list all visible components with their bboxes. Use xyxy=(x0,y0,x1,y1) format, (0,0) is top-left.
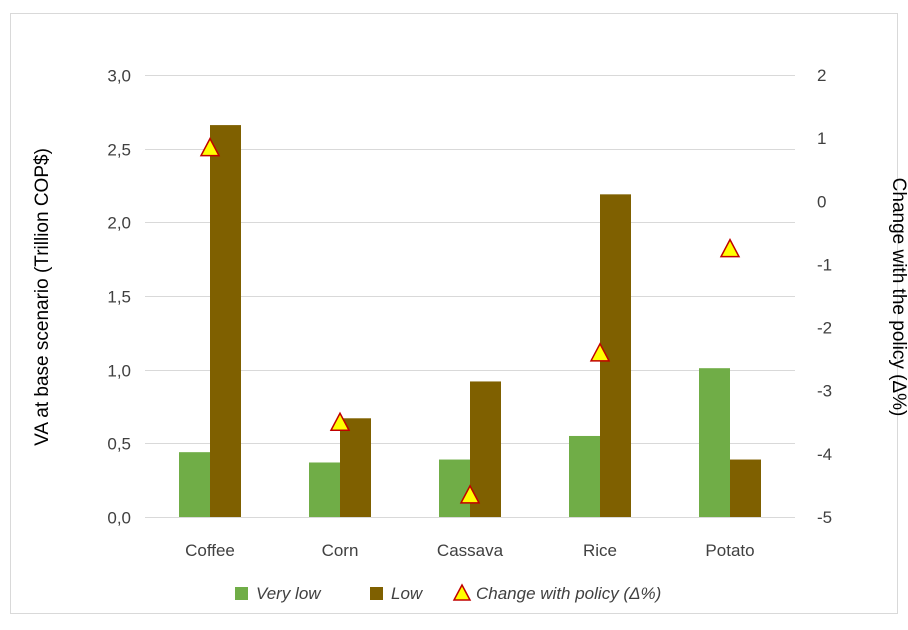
markers xyxy=(199,137,741,504)
y-axis-right-title: Change with the policy (Δ%) xyxy=(888,178,908,417)
y-tick-label-right: -1 xyxy=(817,255,832,274)
legend-marker-triangle xyxy=(452,583,472,601)
y-tick-label-right: 1 xyxy=(817,129,826,148)
y-tick-label-right: 0 xyxy=(817,192,826,211)
gridlines xyxy=(145,75,795,518)
y-axis-left-title: VA at base scenario (Trillion COP$) xyxy=(32,148,53,446)
y-axis-right-ticks: -5 -4 -3 -2 -1 0 1 2 xyxy=(817,66,832,527)
marker-change-coffee xyxy=(199,137,221,157)
x-axis-labels: Coffee Corn Cassava Rice Potato xyxy=(185,541,754,560)
y-tick-label-right: -3 xyxy=(817,382,832,401)
y-tick-label-left: 2,5 xyxy=(107,141,131,160)
y-tick-label-right: -5 xyxy=(817,508,832,527)
x-tick-label: Corn xyxy=(322,541,359,560)
legend-label: Very low xyxy=(256,584,322,603)
y-tick-label-left: 3,0 xyxy=(107,67,131,86)
bar-low-potato xyxy=(730,459,761,517)
y-tick-label-left: 1,0 xyxy=(107,362,131,381)
y-axis-left-ticks: 0,0 0,5 1,0 1,5 2,0 2,5 3,0 xyxy=(107,67,131,528)
bar-very-low-corn xyxy=(309,462,340,517)
bar-very-low-cassava xyxy=(439,459,470,517)
x-tick-label: Cassava xyxy=(437,541,504,560)
chart-border xyxy=(10,13,898,614)
marker-change-cassava xyxy=(459,484,481,504)
marker-change-potato xyxy=(719,238,741,258)
y-tick-label-right: -4 xyxy=(817,445,832,464)
legend-label: Change with policy (Δ%) xyxy=(476,584,661,603)
y-tick-label-left: 0,0 xyxy=(107,509,131,528)
x-tick-label: Coffee xyxy=(185,541,235,560)
bar-low-coffee xyxy=(210,125,241,518)
marker-change-corn xyxy=(329,411,351,432)
x-tick-label: Potato xyxy=(705,541,754,560)
legend-swatch xyxy=(370,587,383,600)
y-tick-label-left: 0,5 xyxy=(107,435,131,454)
y-tick-label-right: 2 xyxy=(817,66,826,85)
bar-low-corn xyxy=(340,418,371,517)
bar-very-low-rice xyxy=(569,435,600,517)
marker-change-rice xyxy=(589,342,611,362)
y-tick-label-left: 2,0 xyxy=(107,214,131,233)
legend-swatch xyxy=(235,587,248,600)
y-tick-label-left: 1,5 xyxy=(107,288,131,307)
bar-very-low-coffee xyxy=(179,452,210,517)
legend: Very low Low Change with policy (Δ%) xyxy=(235,583,661,603)
y-tick-label-right: -2 xyxy=(817,319,832,338)
bar-very-low-potato xyxy=(699,368,730,517)
legend-label: Low xyxy=(391,584,424,603)
x-tick-label: Rice xyxy=(583,541,617,560)
